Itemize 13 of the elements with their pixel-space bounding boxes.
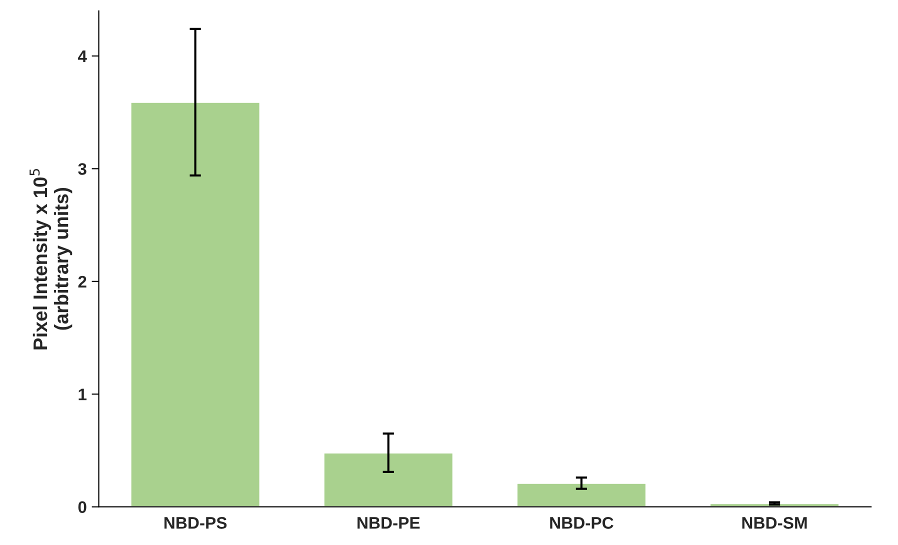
y-tick-label: 4 (78, 50, 87, 62)
y-tick-label: 0 (78, 501, 86, 514)
y-tick-label: 1 (78, 388, 87, 400)
x-tick-label: NBD-SM (742, 517, 807, 529)
bar (323, 452, 454, 507)
y-tick-label: 2 (78, 276, 86, 288)
x-tick-label: NBD-PC (550, 517, 614, 529)
bar (516, 482, 647, 507)
y-tick-label: 3 (78, 163, 86, 175)
x-tick-label: NBD-PS (164, 517, 227, 529)
bar (130, 102, 261, 507)
text: Pixel Intensity x 10$^{5}$ (arbitrary units) (30, 168, 72, 350)
x-tick-label: NBD-PE (358, 517, 420, 529)
